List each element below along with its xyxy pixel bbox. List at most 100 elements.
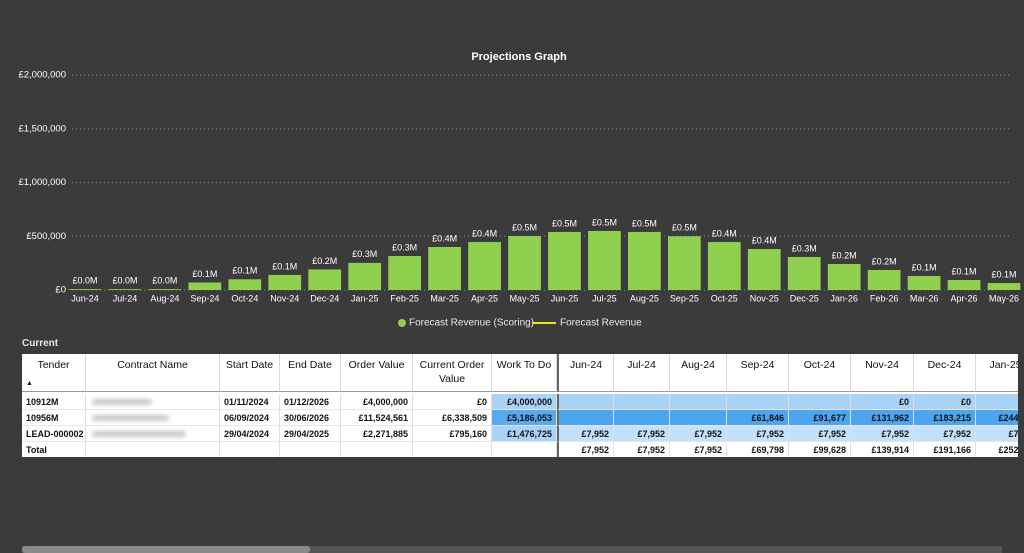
redacted-text [92, 415, 169, 421]
chart-title: Projections Graph [471, 51, 567, 63]
data-label: £0.3M [392, 242, 417, 252]
data-label: £0.1M [912, 262, 937, 272]
bar [468, 242, 501, 290]
table-cell: £244,39 [976, 410, 1018, 426]
redacted-text [92, 399, 152, 405]
redacted-text [92, 431, 186, 437]
table-cell [86, 394, 220, 410]
x-tick-label: Jun-24 [71, 293, 99, 303]
table-cell [492, 442, 557, 457]
table-cell: £131,962 [851, 410, 914, 426]
table-cell: £2,271,885 [341, 426, 413, 442]
table-cell: £795,160 [413, 426, 492, 442]
sort-indicator: ▲ [26, 380, 33, 387]
y-tick-label: £1,000,000 [18, 177, 66, 188]
table-cell: £7,952 [557, 426, 614, 442]
data-label: £0.0M [152, 276, 177, 286]
table-cell: £0 [413, 394, 492, 410]
data-label: £0.1M [952, 266, 977, 276]
table-cell: £183,215 [914, 410, 976, 426]
data-label: £0.3M [792, 243, 817, 253]
data-label: £0.1M [192, 269, 217, 279]
data-label: £0.2M [872, 256, 897, 266]
table-cell: £7,952 [670, 426, 727, 442]
data-label: £0.4M [472, 228, 497, 238]
x-tick-label: Aug-25 [630, 293, 659, 303]
bar [827, 263, 861, 290]
y-tick-label: £0 [55, 285, 66, 296]
x-tick-label: Sep-24 [190, 293, 219, 303]
data-label: £0.4M [712, 228, 737, 238]
table: Tender Contract Name Start Date End Date Ord… [22, 354, 1018, 457]
data-label: £0.1M [272, 261, 297, 271]
table-cell: LEAD-000002 [22, 426, 86, 442]
table-cell [789, 394, 851, 410]
table-cell: £0 [851, 394, 914, 410]
x-tick-label: Mar-25 [430, 293, 459, 303]
bar [148, 289, 182, 290]
bar [268, 274, 302, 290]
chart: Projections Graph £0 £500,000 £1,000,000 £1… [18, 51, 1021, 329]
bar [628, 231, 661, 290]
bar [308, 269, 342, 290]
data-label: £0.4M [432, 233, 457, 243]
column-header: Contract Name [86, 354, 220, 392]
table-cell: Total [22, 442, 86, 457]
column-header: Oct-24 [789, 354, 851, 392]
column-header: Jan-25 [976, 354, 1018, 392]
scrollbar-thumb[interactable] [22, 546, 310, 553]
data-label: £0.3M [352, 249, 377, 259]
table-cell [670, 394, 727, 410]
table-cell: 29/04/2024 [220, 426, 280, 442]
column-header: Aug-24 [670, 354, 727, 392]
legend-label: Forecast Revenue [560, 318, 642, 329]
table-cell: £91,677 [789, 410, 851, 426]
table-cell: £191,166 [914, 442, 976, 457]
column-header: End Date [280, 354, 341, 392]
x-tick-label: May-25 [510, 293, 540, 303]
table-cell [413, 442, 492, 457]
bar [348, 262, 382, 290]
data-label: £0.2M [832, 250, 857, 260]
column-header: Order Value [341, 354, 413, 392]
table-cell: £1,476,725 [492, 426, 557, 442]
x-tick-label: Jun-25 [551, 293, 579, 303]
column-header: Work To Do [492, 354, 557, 392]
section-title: Current [22, 338, 59, 349]
column-header: Start Date [220, 354, 280, 392]
bar [228, 279, 262, 290]
table-cell: 30/06/2026 [280, 410, 341, 426]
bar [508, 236, 541, 290]
column-header: Current Order Value [413, 354, 492, 392]
column-header: Tender [22, 354, 86, 392]
table-cell [614, 410, 670, 426]
table-cell: 06/09/2024 [220, 410, 280, 426]
table-cell [86, 410, 220, 426]
table-cell: £6,338,509 [413, 410, 492, 426]
table-cell: 29/04/2025 [280, 426, 341, 442]
x-tick-label: Dec-25 [790, 293, 819, 303]
bar [188, 282, 222, 290]
x-tick-label: Feb-26 [870, 293, 899, 303]
x-tick-label: Oct-24 [231, 293, 258, 303]
bar [667, 236, 701, 290]
y-tick-label: £2,000,000 [18, 70, 66, 81]
bar [707, 242, 741, 290]
bar [787, 256, 821, 290]
table-cell: £7,952 [851, 426, 914, 442]
bar [907, 276, 941, 290]
table-cell: £7,952 [789, 426, 851, 442]
bar [588, 230, 621, 290]
scrollbar[interactable] [22, 546, 1002, 553]
data-label: £0.0M [72, 276, 97, 286]
column-header: Jun-24 [557, 354, 614, 392]
x-tick-label: Nov-24 [270, 293, 299, 303]
data-label: £0.5M [592, 217, 617, 227]
x-tick-label: Sep-25 [670, 293, 699, 303]
data-label: £0.2M [312, 256, 337, 266]
table-cell: £7,952 [614, 442, 670, 457]
table-cell: £139,914 [851, 442, 914, 457]
bar [108, 289, 142, 290]
table-cell [86, 426, 220, 442]
